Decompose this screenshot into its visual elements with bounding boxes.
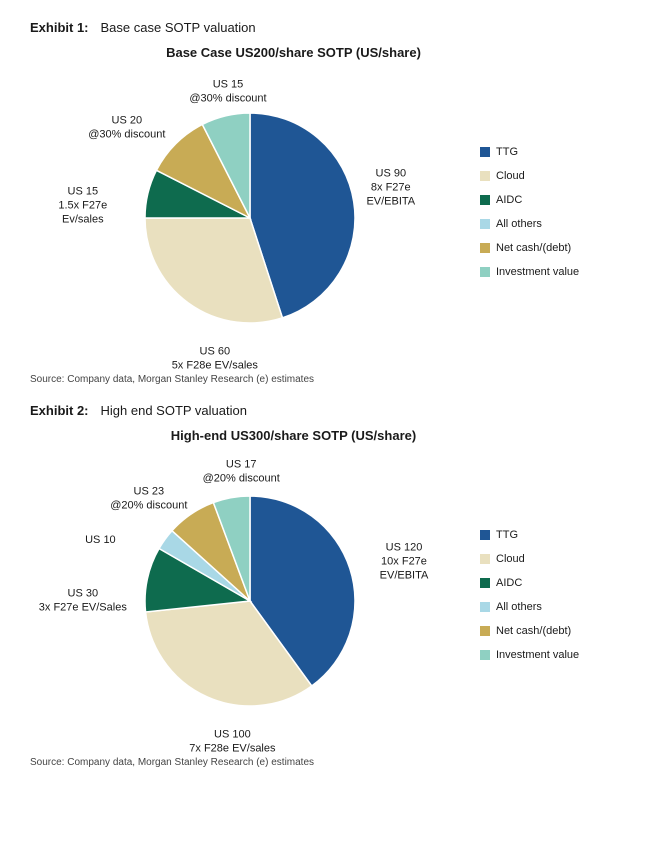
legend-item: Cloud bbox=[480, 170, 620, 182]
slice-label-line: EV/EBITA bbox=[380, 569, 429, 583]
slice-label-net-cash-debt-: US 20@30% discount bbox=[88, 114, 165, 142]
legend-swatch bbox=[480, 267, 490, 277]
legend-swatch bbox=[480, 147, 490, 157]
slice-label-line: EV/EBITA bbox=[366, 195, 415, 209]
slice-label-ttg: US 908x F27eEV/EBITA bbox=[366, 167, 415, 208]
chart-title: Base Case US200/share SOTP (US/share) bbox=[0, 45, 637, 60]
slice-label-net-cash-debt-: US 23@20% discount bbox=[110, 485, 187, 513]
slice-label-line: US 90 bbox=[366, 167, 415, 181]
pie-chart bbox=[145, 113, 355, 323]
slice-label-line: @20% discount bbox=[203, 472, 280, 486]
slice-label-all-others: US 10 bbox=[85, 534, 116, 548]
slice-label-line: US 15 bbox=[189, 78, 266, 92]
legend-label: All others bbox=[496, 218, 542, 230]
source-text: Source: Company data, Morgan Stanley Res… bbox=[30, 374, 637, 385]
slice-label-line: US 30 bbox=[39, 587, 127, 601]
slice-label-line: US 60 bbox=[172, 345, 258, 359]
legend-item: AIDC bbox=[480, 577, 620, 589]
legend-label: TTG bbox=[496, 146, 518, 158]
legend-swatch bbox=[480, 578, 490, 588]
legend-swatch bbox=[480, 530, 490, 540]
pie-container: US 12010x F27eEV/EBITAUS 1007x F28e EV/s… bbox=[30, 451, 470, 751]
slice-label-line: 7x F28e EV/sales bbox=[189, 742, 275, 756]
legend-item: Investment value bbox=[480, 266, 620, 278]
exhibit-title: Base case SOTP valuation bbox=[101, 20, 256, 35]
slice-label-line: @30% discount bbox=[189, 92, 266, 106]
legend-swatch bbox=[480, 602, 490, 612]
legend-label: Cloud bbox=[496, 553, 525, 565]
slice-label-line: 5x F28e EV/sales bbox=[172, 359, 258, 373]
slice-label-line: 8x F27e bbox=[366, 181, 415, 195]
slice-label-ttg: US 12010x F27eEV/EBITA bbox=[380, 541, 429, 582]
legend-swatch bbox=[480, 243, 490, 253]
exhibit-header: Exhibit 1: Base case SOTP valuation bbox=[30, 20, 637, 35]
slice-label-line: US 100 bbox=[189, 728, 275, 742]
exhibit-2: Exhibit 2:High end SOTP valuationHigh-en… bbox=[30, 403, 637, 768]
legend-swatch bbox=[480, 554, 490, 564]
exhibit-number: Exhibit 1: bbox=[30, 20, 89, 35]
legend-item: AIDC bbox=[480, 194, 620, 206]
pie-container: US 908x F27eEV/EBITAUS 605x F28e EV/sale… bbox=[30, 68, 470, 368]
legend-label: All others bbox=[496, 601, 542, 613]
chart-area: US 12010x F27eEV/EBITAUS 1007x F28e EV/s… bbox=[30, 451, 637, 751]
legend-label: Investment value bbox=[496, 266, 579, 278]
legend-item: Cloud bbox=[480, 553, 620, 565]
legend-swatch bbox=[480, 650, 490, 660]
slice-label-line: US 17 bbox=[203, 458, 280, 472]
chart-area: US 908x F27eEV/EBITAUS 605x F28e EV/sale… bbox=[30, 68, 637, 368]
source-text: Source: Company data, Morgan Stanley Res… bbox=[30, 757, 637, 768]
legend-swatch bbox=[480, 171, 490, 181]
pie-chart bbox=[145, 496, 355, 706]
slice-label-line: 1.5x F27e bbox=[58, 199, 107, 213]
slice-label-line: US 120 bbox=[380, 541, 429, 555]
slice-label-line: US 15 bbox=[58, 185, 107, 199]
slice-label-line: US 23 bbox=[110, 485, 187, 499]
legend-swatch bbox=[480, 626, 490, 636]
legend-item: Net cash/(debt) bbox=[480, 625, 620, 637]
legend-label: Cloud bbox=[496, 170, 525, 182]
slice-label-line: Ev/sales bbox=[58, 213, 107, 227]
legend-label: TTG bbox=[496, 529, 518, 541]
slice-label-line: US 10 bbox=[85, 534, 116, 548]
slice-label-aidc: US 151.5x F27eEv/sales bbox=[58, 185, 107, 226]
legend-item: TTG bbox=[480, 146, 620, 158]
legend-label: AIDC bbox=[496, 194, 522, 206]
legend-item: All others bbox=[480, 218, 620, 230]
slice-label-cloud: US 1007x F28e EV/sales bbox=[189, 728, 275, 756]
slice-label-investment-value: US 15@30% discount bbox=[189, 78, 266, 106]
legend-swatch bbox=[480, 195, 490, 205]
chart-title: High-end US300/share SOTP (US/share) bbox=[0, 428, 637, 443]
legend: TTG Cloud AIDC All others Net cash/(debt) Inv… bbox=[470, 146, 620, 290]
exhibit-1: Exhibit 1:Base case SOTP valuationBase C… bbox=[30, 20, 637, 385]
legend-item: Net cash/(debt) bbox=[480, 242, 620, 254]
exhibit-header: Exhibit 2: High end SOTP valuation bbox=[30, 403, 637, 418]
legend: TTG Cloud AIDC All others Net cash/(debt) Inv… bbox=[470, 529, 620, 673]
legend-item: Investment value bbox=[480, 649, 620, 661]
slice-label-investment-value: US 17@20% discount bbox=[203, 458, 280, 486]
legend-swatch bbox=[480, 219, 490, 229]
exhibit-number: Exhibit 2: bbox=[30, 403, 89, 418]
exhibit-title: High end SOTP valuation bbox=[101, 403, 247, 418]
legend-item: All others bbox=[480, 601, 620, 613]
slice-label-line: @20% discount bbox=[110, 499, 187, 513]
legend-label: Net cash/(debt) bbox=[496, 625, 571, 637]
legend-label: Investment value bbox=[496, 649, 579, 661]
legend-label: Net cash/(debt) bbox=[496, 242, 571, 254]
legend-item: TTG bbox=[480, 529, 620, 541]
slice-label-aidc: US 303x F27e EV/Sales bbox=[39, 587, 127, 615]
slice-label-line: @30% discount bbox=[88, 128, 165, 142]
slice-label-line: 3x F27e EV/Sales bbox=[39, 601, 127, 615]
legend-label: AIDC bbox=[496, 577, 522, 589]
slice-label-line: US 20 bbox=[88, 114, 165, 128]
slice-label-line: 10x F27e bbox=[380, 555, 429, 569]
slice-label-cloud: US 605x F28e EV/sales bbox=[172, 345, 258, 373]
